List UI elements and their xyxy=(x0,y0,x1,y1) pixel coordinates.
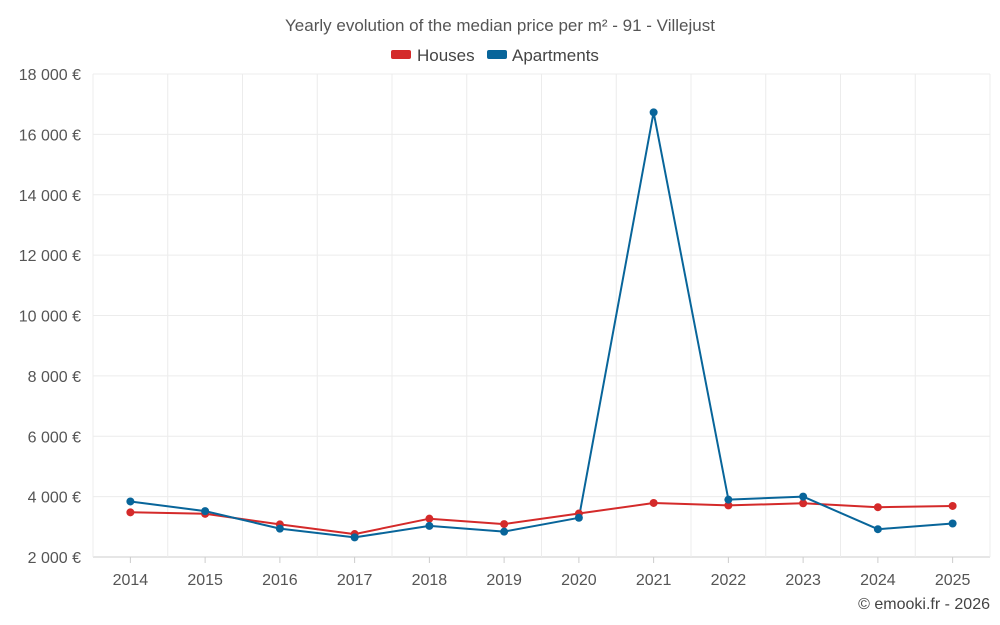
credit-text: © emooki.fr - 2026 xyxy=(858,596,990,613)
x-tick-label: 2014 xyxy=(113,572,149,589)
y-tick-label: 18 000 € xyxy=(19,67,81,84)
grid xyxy=(92,73,991,558)
data-point-apartments[interactable] xyxy=(873,525,882,534)
x-tick-label: 2016 xyxy=(262,572,298,589)
y-tick-label: 12 000 € xyxy=(19,248,81,265)
data-point-houses[interactable] xyxy=(126,508,135,517)
legend-item-houses[interactable]: Houses xyxy=(391,46,475,65)
data-point-houses[interactable] xyxy=(425,514,434,523)
legend-item-apartments[interactable]: Apartments xyxy=(487,46,599,65)
x-tick-label: 2017 xyxy=(337,572,373,589)
x-tick-label: 2021 xyxy=(636,572,672,589)
data-point-apartments[interactable] xyxy=(724,495,733,504)
data-point-houses[interactable] xyxy=(799,499,808,508)
legend: Houses Apartments xyxy=(391,46,599,65)
data-point-houses[interactable] xyxy=(724,501,733,510)
legend-label-apartments: Apartments xyxy=(512,46,599,65)
data-point-apartments[interactable] xyxy=(948,519,957,528)
y-tick-label: 10 000 € xyxy=(19,309,81,326)
y-tick-label: 6 000 € xyxy=(28,429,81,446)
series-line-apartments xyxy=(129,111,954,539)
data-point-apartments[interactable] xyxy=(201,507,210,516)
data-point-apartments[interactable] xyxy=(425,521,434,530)
data-point-houses[interactable] xyxy=(873,503,882,512)
y-tick-label: 2 000 € xyxy=(28,550,81,567)
data-point-houses[interactable] xyxy=(948,501,957,510)
y-tick-label: 16 000 € xyxy=(19,127,81,144)
series-line-houses xyxy=(129,502,954,536)
series-lines xyxy=(126,108,957,542)
chart-title: Yearly evolution of the median price per… xyxy=(285,16,715,35)
y-tick-label: 8 000 € xyxy=(28,369,81,386)
legend-swatch-apartments xyxy=(487,50,507,59)
data-point-apartments[interactable] xyxy=(649,108,658,117)
data-point-apartments[interactable] xyxy=(574,513,583,522)
x-tick-label: 2023 xyxy=(785,572,821,589)
legend-swatch-houses xyxy=(391,50,411,59)
x-tick-label: 2019 xyxy=(486,572,522,589)
data-point-apartments[interactable] xyxy=(275,524,284,533)
x-tick-label: 2015 xyxy=(187,572,223,589)
y-axis-ticks: 2 000 € 4 000 € 6 000 € 8 000 € 10 000 € 12 0… xyxy=(19,67,81,567)
x-tick-label: 2018 xyxy=(412,572,448,589)
y-tick-label: 4 000 € xyxy=(28,490,81,507)
data-point-apartments[interactable] xyxy=(126,497,135,506)
data-point-apartments[interactable] xyxy=(350,533,359,542)
data-point-apartments[interactable] xyxy=(500,527,509,536)
x-tick-label: 2024 xyxy=(860,572,896,589)
x-tick-label: 2025 xyxy=(935,572,971,589)
data-point-houses[interactable] xyxy=(649,498,658,507)
y-tick-label: 14 000 € xyxy=(19,188,81,205)
x-tick-label: 2020 xyxy=(561,572,597,589)
data-point-apartments[interactable] xyxy=(799,492,808,501)
legend-label-houses: Houses xyxy=(417,46,475,65)
data-point-houses[interactable] xyxy=(500,520,509,529)
x-tick-label: 2022 xyxy=(711,572,747,589)
x-axis-ticks: 2014 2015 2016 2017 2018 2019 2020 2021 2022 2023… xyxy=(113,557,971,589)
